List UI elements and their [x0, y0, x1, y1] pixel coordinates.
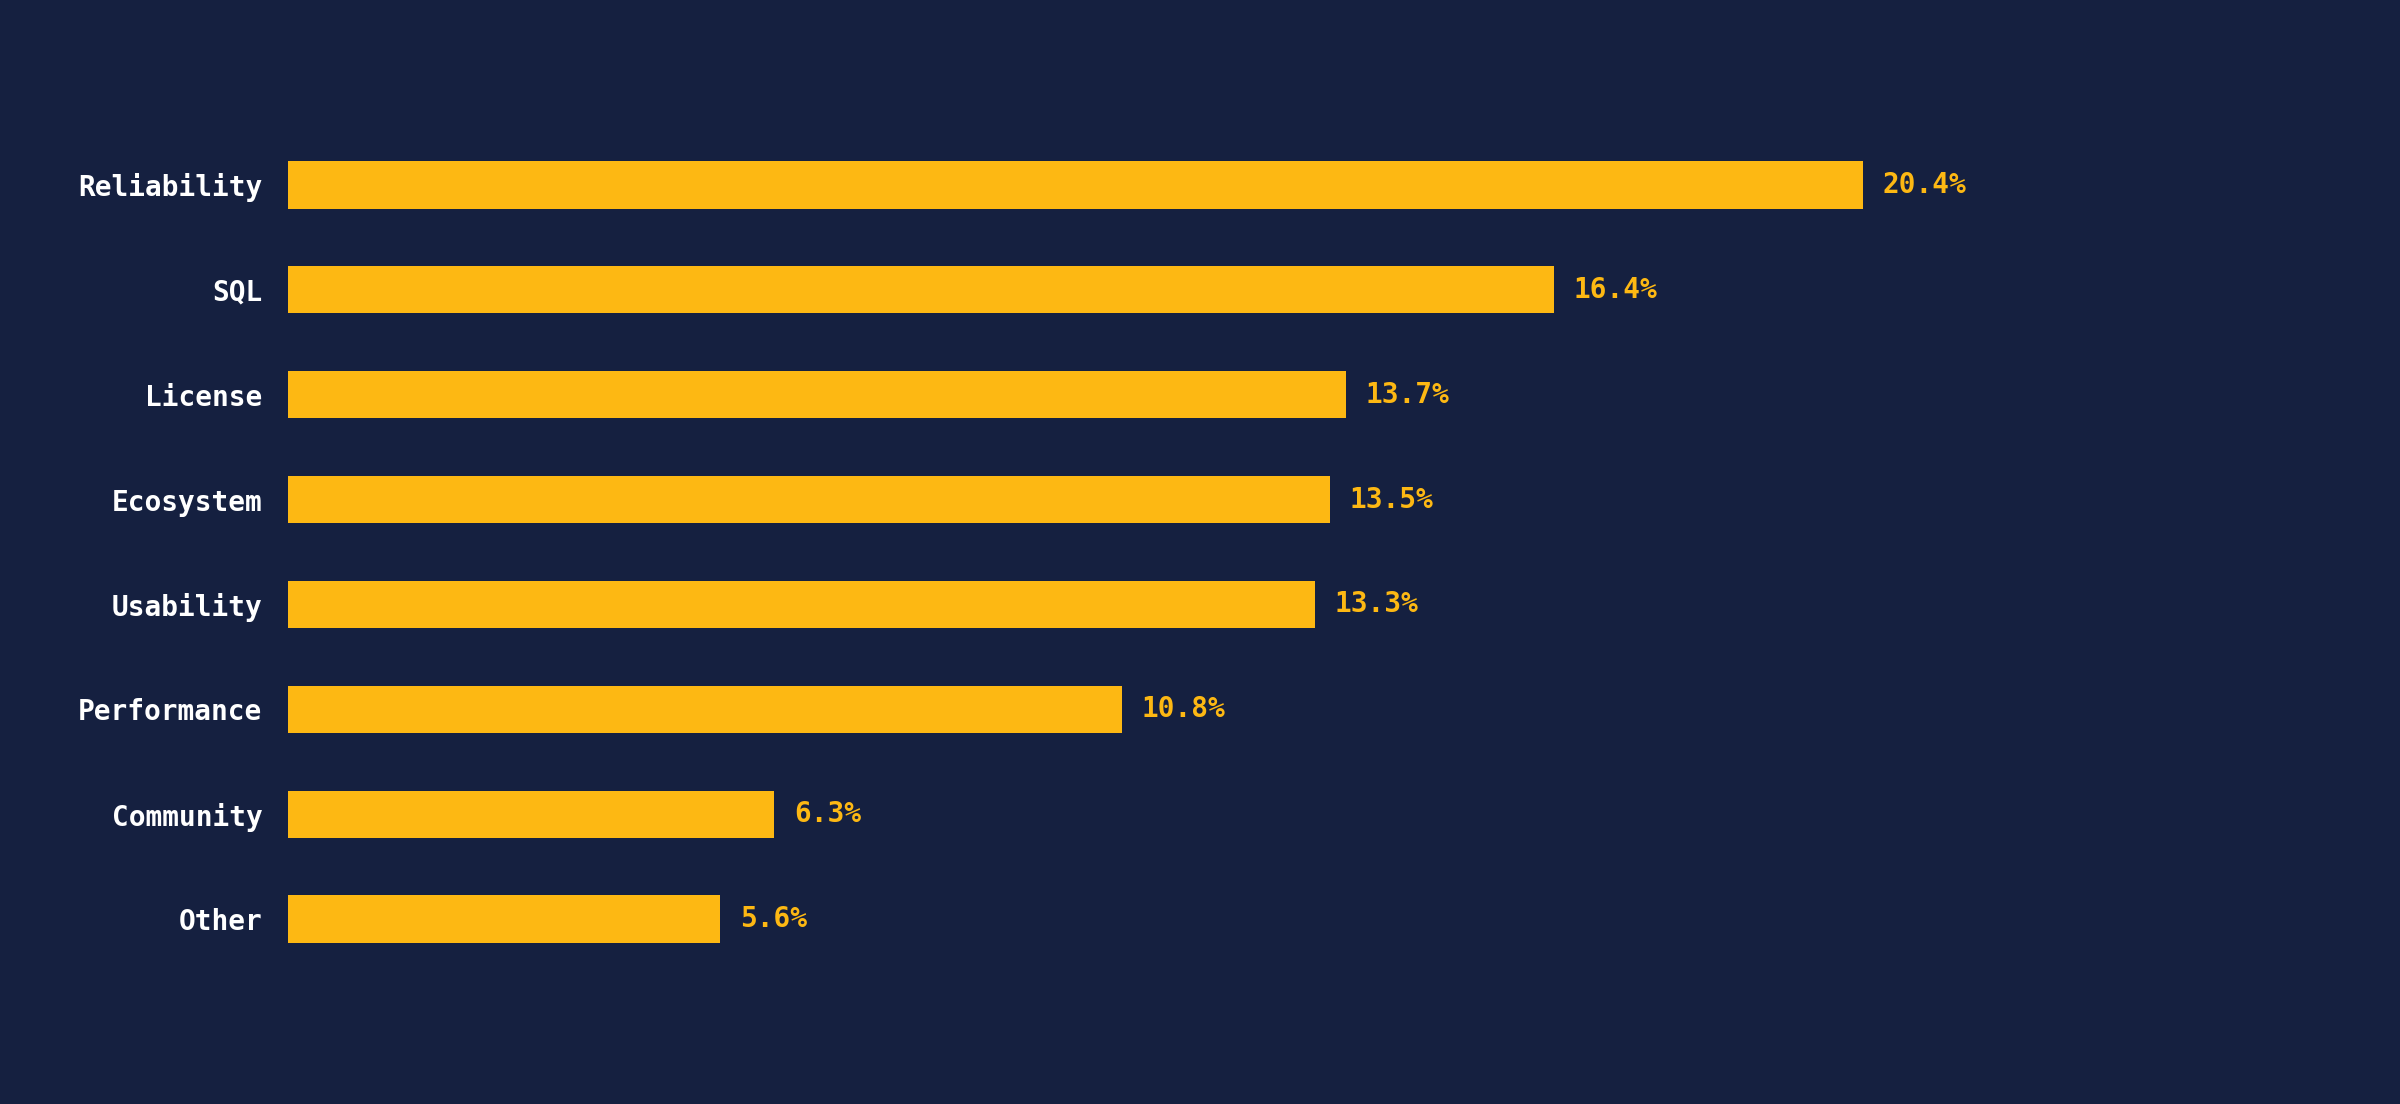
- Text: 13.5%: 13.5%: [1349, 486, 1433, 513]
- Text: 20.4%: 20.4%: [1882, 171, 1966, 199]
- Bar: [288, 266, 1555, 314]
- Bar: [288, 790, 775, 838]
- Text: 13.3%: 13.3%: [1334, 591, 1418, 618]
- Text: 13.7%: 13.7%: [1366, 381, 1450, 408]
- Text: 16.4%: 16.4%: [1574, 276, 1658, 304]
- Bar: [288, 895, 720, 943]
- Bar: [288, 476, 1330, 523]
- Bar: [288, 371, 1346, 418]
- Text: 6.3%: 6.3%: [794, 800, 862, 828]
- Bar: [288, 581, 1315, 628]
- Bar: [288, 161, 1862, 209]
- Text: 5.6%: 5.6%: [739, 905, 806, 933]
- Bar: [288, 686, 1121, 733]
- Text: 10.8%: 10.8%: [1142, 696, 1224, 723]
